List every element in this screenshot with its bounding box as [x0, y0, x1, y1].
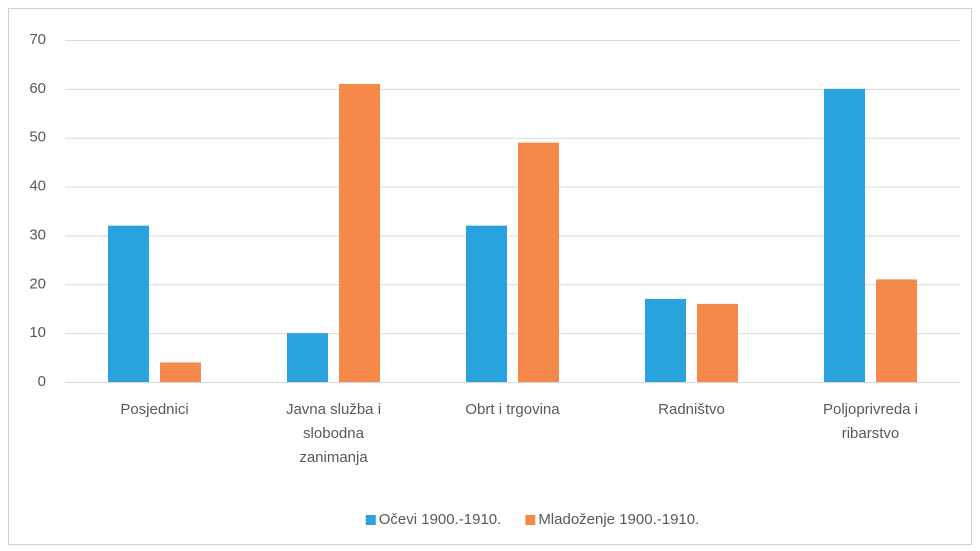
- legend: Očevi 1900.-1910. Mladoženje 1900.-1910.: [365, 511, 699, 528]
- x-tick-label: Radništvo: [658, 401, 725, 418]
- y-tick-label: 0: [38, 373, 46, 390]
- y-tick-label: 60: [29, 80, 46, 97]
- legend-swatch: [525, 515, 536, 525]
- y-tick-label: 40: [29, 178, 46, 195]
- bar: [339, 83, 380, 382]
- bar: [645, 298, 686, 382]
- bar: [876, 279, 917, 382]
- y-tick-label: 30: [29, 226, 46, 243]
- y-tick-label: 20: [29, 275, 46, 292]
- bar: [518, 142, 559, 382]
- bar: [108, 225, 149, 382]
- bar: [824, 88, 865, 382]
- bar: [697, 303, 738, 382]
- x-tick-label: Javna služba i slobodna zanimanja: [286, 401, 381, 466]
- y-tick-label: 10: [29, 324, 46, 341]
- x-tick-label: Poljoprivreda i ribarstvo: [823, 401, 918, 442]
- bar: [160, 362, 201, 382]
- x-tick-label: Obrt i trgovina: [465, 401, 560, 418]
- y-tick-label: 50: [29, 129, 46, 146]
- y-tick-label: 70: [29, 31, 46, 48]
- legend-label: Mladoženje 1900.-1910.: [538, 511, 699, 528]
- legend-swatch: [365, 515, 376, 525]
- x-tick-label: Posjednici: [120, 401, 188, 418]
- legend-label: Očevi 1900.-1910.: [379, 511, 502, 528]
- bar: [287, 333, 328, 382]
- bar: [466, 225, 507, 382]
